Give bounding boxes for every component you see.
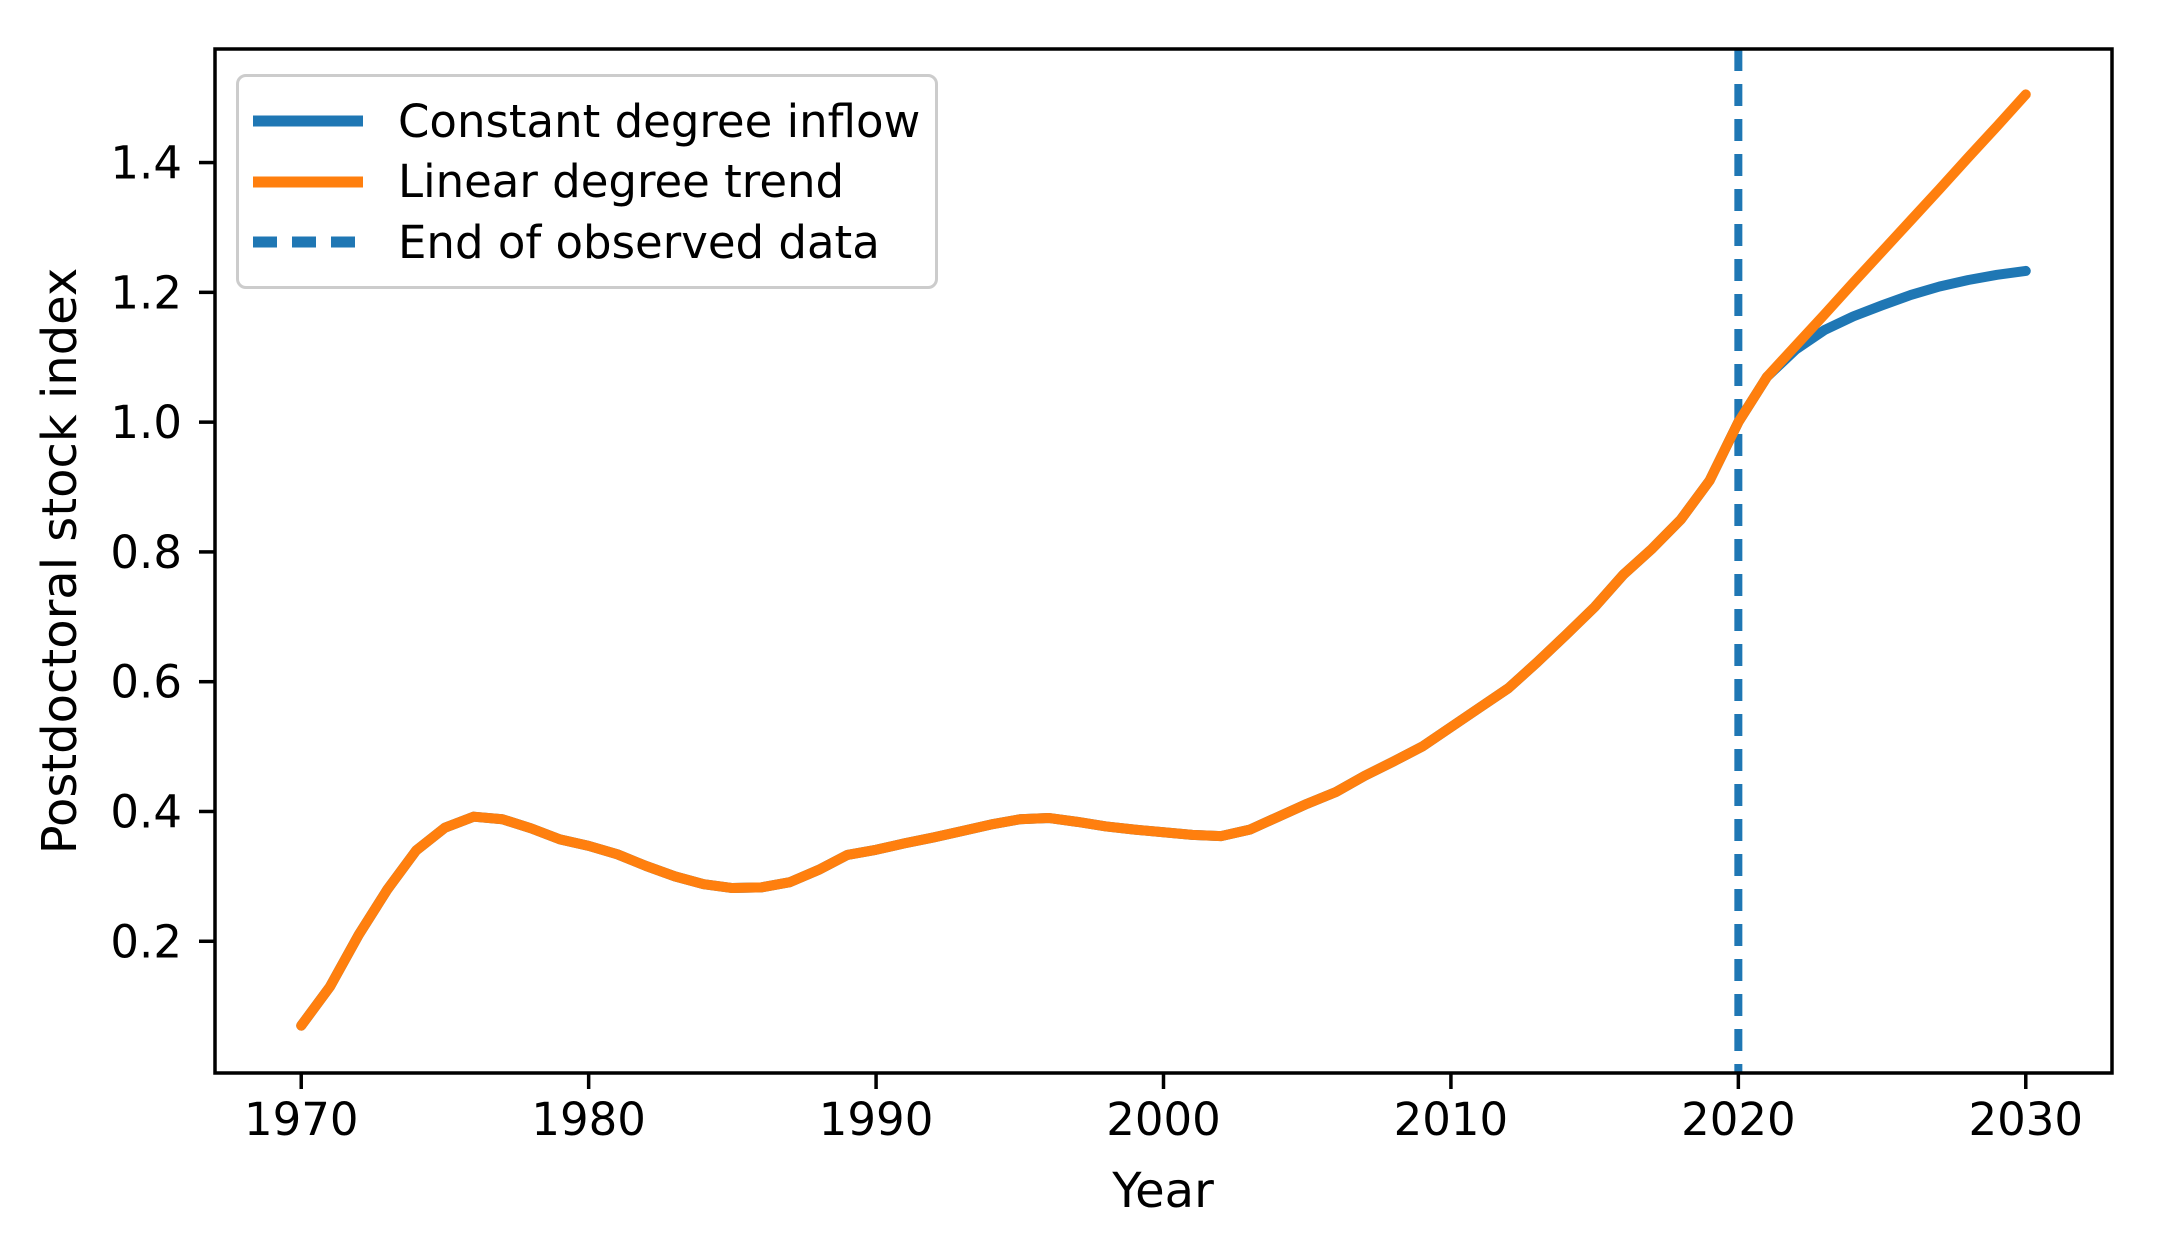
y-tick-label: 0.2 [110,915,182,968]
x-tick-label: 2000 [1106,1093,1221,1146]
legend-label: Constant degree inflow [398,94,921,148]
axes-spines [213,47,2114,1075]
legend-line-sample-dashed-blue [253,236,363,248]
legend-item-linear-degree-trend: Linear degree trend [239,159,935,204]
x-tick-label: 2020 [1681,1093,1796,1146]
y-tick-label: 0.8 [110,526,182,579]
x-tick-label: 1980 [531,1093,646,1146]
x-tick-label: 2030 [1969,1093,2084,1146]
legend-line-sample-solid-orange [253,176,363,187]
legend: Constant degree inflow Linear degree tre… [236,74,938,289]
x-tick-label: 1970 [244,1093,359,1146]
legend-line-sample-solid-blue [253,115,363,127]
y-tick-label: 0.4 [110,785,182,838]
x-tick-label: 2010 [1394,1093,1509,1146]
y-tick-label: 1.2 [110,266,182,319]
x-tick-label: 1990 [819,1093,934,1146]
y-tick-label: 0.6 [110,656,182,709]
legend-item-constant-degree-inflow: Constant degree inflow [239,99,935,144]
y-tick-label: 1.0 [110,396,182,449]
legend-label: End of observed data [398,215,880,269]
x-axis-label: Year [1112,1163,1214,1219]
legend-label: Linear degree trend [398,155,845,208]
series-line-linear-degree-trend [296,89,2031,1031]
legend-item-end-of-observed-data: End of observed data [239,220,935,265]
y-axis-label: Postdoctoral stock index [32,267,88,855]
y-tick-label: 1.4 [110,137,182,190]
